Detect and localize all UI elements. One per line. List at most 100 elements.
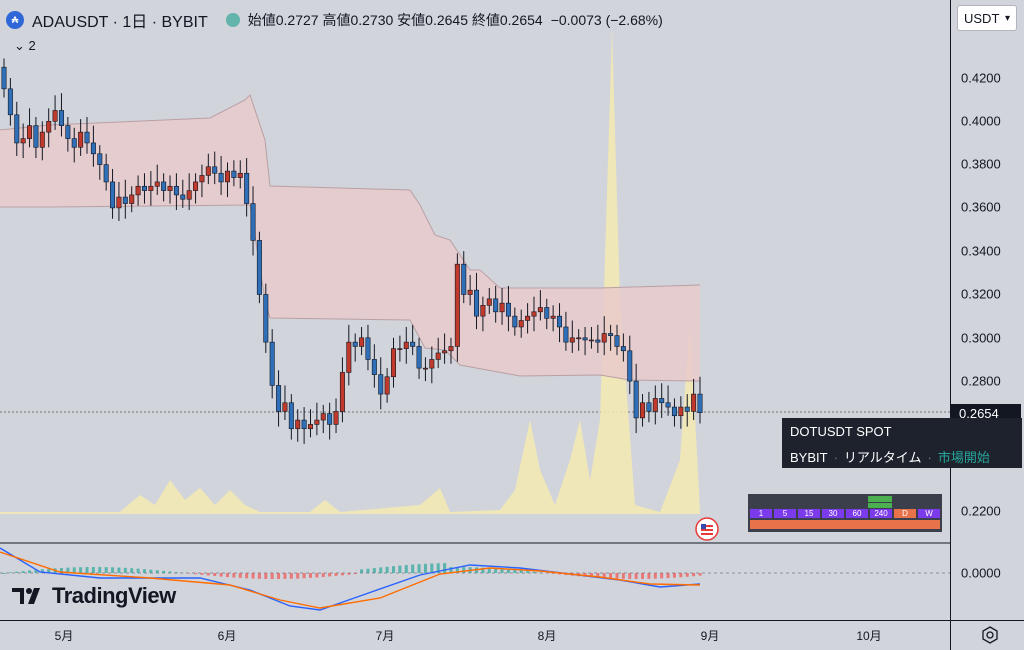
month-tick: 8月 xyxy=(538,627,557,644)
candle-body xyxy=(602,333,606,342)
macd-histogram-bar xyxy=(156,570,159,573)
macd-histogram-bar xyxy=(124,568,127,573)
tradingview-logo[interactable]: TradingView xyxy=(12,583,176,609)
timeframe-button-60[interactable]: 60 xyxy=(846,509,868,518)
candle-body xyxy=(200,175,204,181)
indicators-toggle[interactable]: ⌄ 2 xyxy=(14,38,36,54)
macd-histogram-bar xyxy=(647,573,650,579)
candle-body xyxy=(621,346,625,350)
macd-histogram-bar xyxy=(98,567,101,573)
indicator-count: 2 xyxy=(29,38,36,53)
candle-body xyxy=(570,338,574,342)
macd-histogram-bar xyxy=(207,573,210,575)
macd-histogram-bar xyxy=(73,567,76,573)
candle-body xyxy=(85,132,89,143)
price-tick: 0.3400 xyxy=(961,244,1001,259)
macd-histogram-bar xyxy=(322,573,325,577)
macd-histogram-bar xyxy=(162,571,165,573)
macd-histogram-bar xyxy=(360,569,363,573)
candle-body xyxy=(53,110,57,121)
macd-histogram-bar xyxy=(143,569,146,573)
candle-body xyxy=(66,126,70,139)
macd-histogram-bar xyxy=(622,573,625,579)
tradingview-logo-text: TradingView xyxy=(52,583,176,609)
timeframe-button-30[interactable]: 30 xyxy=(822,509,844,518)
macd-histogram-bar xyxy=(494,568,497,573)
month-tick: 5月 xyxy=(55,627,74,644)
macd-histogram-bar xyxy=(3,573,6,574)
candle-body xyxy=(251,204,255,241)
candle-body xyxy=(404,342,408,348)
currency-selector[interactable]: USDT ▾ xyxy=(957,5,1017,31)
candle-body xyxy=(283,403,287,412)
candle-body xyxy=(232,171,236,177)
macd-histogram-bar xyxy=(628,573,631,579)
price-tick: 0.3200 xyxy=(961,287,1001,302)
macd-histogram-bar xyxy=(79,567,82,573)
macd-histogram-bar xyxy=(277,573,280,579)
price-tick: 0.3600 xyxy=(961,200,1001,215)
ada-coin-icon[interactable]: ₳ xyxy=(6,11,24,29)
macd-histogram-bar xyxy=(609,573,612,578)
macd-histogram-bar xyxy=(692,573,695,576)
timeframe-button-1[interactable]: 1 xyxy=(750,509,772,518)
macd-histogram-bar xyxy=(117,568,120,573)
candle-body xyxy=(244,173,248,203)
price-tick: 0.2200 xyxy=(961,504,1001,519)
macd-histogram-bar xyxy=(169,571,172,573)
candle-body xyxy=(130,195,134,204)
tf-indicator-green xyxy=(868,496,892,502)
timeframe-button-240[interactable]: 240 xyxy=(870,509,892,518)
symbol-title[interactable]: ADAUSDT · 1日 · BYBIT xyxy=(32,8,208,32)
candle-body xyxy=(519,320,523,326)
candle-body xyxy=(308,424,312,428)
ohlc-values: 始値0.2727 高値0.2730 安値0.2645 終値0.2654 xyxy=(248,10,543,30)
price-tick: 0.3000 xyxy=(961,331,1001,346)
candle-body xyxy=(691,394,695,411)
tooltip-status: 市場開始 xyxy=(938,450,990,465)
timeframe-button-15[interactable]: 15 xyxy=(798,509,820,518)
candle-body xyxy=(545,307,549,318)
candle-body xyxy=(91,143,95,154)
macd-histogram-bar xyxy=(252,573,255,579)
macd-histogram-bar xyxy=(137,569,140,573)
macd-histogram-bar xyxy=(699,573,702,576)
candle-body xyxy=(634,381,638,418)
macd-histogram-bar xyxy=(264,573,267,579)
price-tick: 0.2800 xyxy=(961,374,1001,389)
macd-histogram-bar xyxy=(239,573,242,578)
candle-body xyxy=(168,186,172,190)
candle-body xyxy=(40,132,44,147)
candle-body xyxy=(640,403,644,418)
candle-body xyxy=(193,182,197,191)
macd-histogram-bar xyxy=(335,573,338,576)
price-change: −0.0073 (−2.68%) xyxy=(551,12,663,28)
macd-histogram-bar xyxy=(379,567,382,573)
market-status-icon xyxy=(226,13,240,27)
timeframe-button-5[interactable]: 5 xyxy=(774,509,796,518)
macd-histogram-bar xyxy=(194,573,197,574)
candle-body xyxy=(462,264,466,294)
timeframe-button-W[interactable]: W xyxy=(918,509,940,518)
candle-body xyxy=(423,368,427,369)
settings-gear-icon[interactable] xyxy=(980,625,1000,645)
candle-body xyxy=(174,186,178,195)
candle-body xyxy=(449,346,453,350)
macd-histogram-bar xyxy=(520,571,523,573)
candle-body xyxy=(666,403,670,407)
macd-histogram-bar xyxy=(92,567,95,573)
tf-indicator-green2 xyxy=(868,503,892,508)
candle-body xyxy=(672,407,676,416)
macd-histogram-bar xyxy=(9,572,12,573)
candle-body xyxy=(698,394,702,413)
candle-body xyxy=(8,89,12,115)
candle-body xyxy=(59,110,63,125)
candle-body xyxy=(487,299,491,305)
timeframe-button-D[interactable]: D xyxy=(894,509,916,518)
axis-settings[interactable] xyxy=(950,620,1024,650)
macd-histogram-bar xyxy=(347,573,350,575)
us-flag-event-icon[interactable] xyxy=(694,517,720,541)
